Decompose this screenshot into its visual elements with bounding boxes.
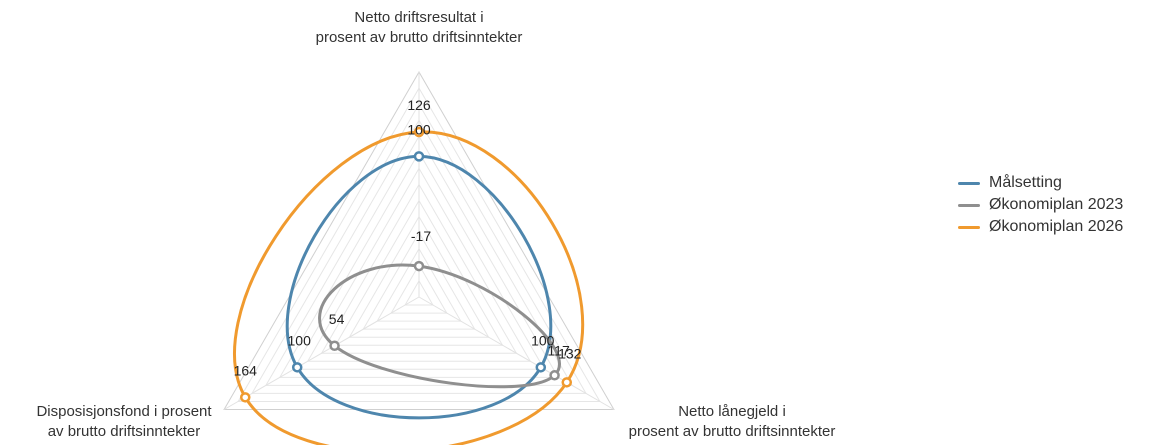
axis-title-line: Disposisjonsfond i prosent bbox=[36, 403, 212, 420]
series-point bbox=[329, 340, 340, 351]
grid-spoke bbox=[223, 296, 420, 410]
grid-ring bbox=[362, 231, 476, 330]
data-label: 54 bbox=[329, 311, 345, 327]
radar-grid bbox=[223, 71, 615, 410]
grid-ring bbox=[390, 263, 448, 314]
grid-ring bbox=[404, 279, 434, 306]
data-label: 164 bbox=[234, 362, 258, 378]
grid-ring bbox=[306, 167, 532, 362]
data-label: 117 bbox=[547, 342, 570, 358]
series-line--konomiplan-2026 bbox=[233, 130, 585, 445]
axis-title-line: prosent av brutto driftsinntekter bbox=[316, 29, 523, 46]
axis-title-line: Netto lånegjeld i bbox=[678, 403, 786, 420]
grid-ring bbox=[376, 247, 462, 322]
series-layer bbox=[233, 126, 585, 445]
legend: Målsetting Økonomiplan 2023 Økonomiplan 20… bbox=[958, 172, 1123, 238]
series-point bbox=[413, 151, 425, 162]
legend-swatch bbox=[958, 203, 980, 207]
grid-ring bbox=[237, 87, 601, 402]
data-label: 100 bbox=[531, 332, 555, 348]
axis-title-line: Netto driftsresultat i bbox=[354, 9, 483, 26]
legend-item[interactable]: Målsetting bbox=[958, 172, 1123, 194]
legend-item[interactable]: Økonomiplan 2023 bbox=[958, 194, 1123, 216]
axis-title: Netto lånegjeld i prosent av brutto drift… bbox=[629, 403, 836, 440]
series-point bbox=[291, 362, 303, 373]
grid-ring bbox=[265, 119, 573, 386]
grid-ring bbox=[251, 103, 587, 394]
axis-titles: Netto driftsresultat i prosent av brutto … bbox=[36, 9, 835, 440]
grid-ring bbox=[348, 215, 490, 338]
series-point bbox=[561, 377, 573, 388]
grid-spoke bbox=[418, 296, 615, 410]
series-point bbox=[535, 362, 547, 373]
axis-title: Disposisjonsfond i prosent av brutto drif… bbox=[36, 403, 212, 440]
data-label: 100 bbox=[407, 121, 431, 137]
series-point bbox=[240, 392, 251, 403]
data-label: -17 bbox=[411, 228, 431, 244]
series-line--konomiplan-2023 bbox=[318, 263, 561, 389]
axis-title-line: av brutto driftsinntekter bbox=[48, 423, 201, 440]
series-point bbox=[413, 126, 425, 138]
series-point bbox=[413, 260, 425, 272]
axis-title-line: prosent av brutto driftsinntekter bbox=[629, 423, 836, 440]
axis-title: Netto driftsresultat i prosent av brutto … bbox=[316, 9, 523, 46]
data-label: 100 bbox=[288, 332, 312, 348]
data-label: 132 bbox=[558, 345, 582, 361]
legend-label: Økonomiplan 2023 bbox=[989, 196, 1124, 213]
series-point bbox=[549, 370, 560, 381]
grid-ring bbox=[334, 199, 504, 346]
grid-ring bbox=[223, 71, 615, 410]
legend-label: Målsetting bbox=[989, 174, 1062, 191]
legend-label: Økonomiplan 2026 bbox=[989, 218, 1124, 235]
legend-item[interactable]: Økonomiplan 2026 bbox=[958, 216, 1123, 238]
grid-ring bbox=[292, 151, 546, 370]
data-label: 126 bbox=[407, 97, 431, 113]
series-line-m-lsetting bbox=[285, 154, 553, 420]
legend-swatch bbox=[958, 225, 980, 229]
legend-swatch bbox=[958, 181, 980, 185]
